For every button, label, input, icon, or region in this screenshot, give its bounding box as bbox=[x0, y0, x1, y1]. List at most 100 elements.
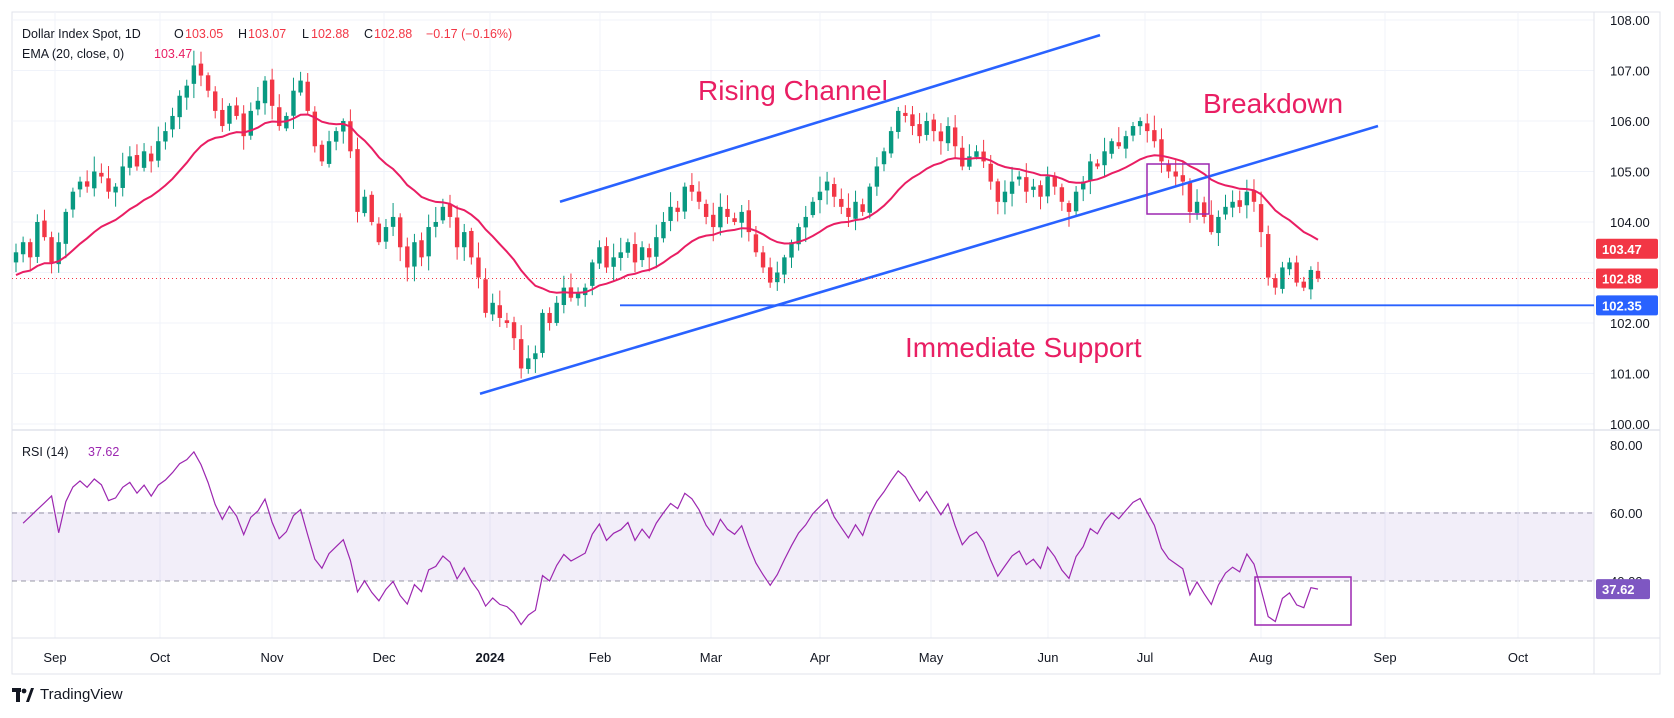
candle-body bbox=[362, 196, 367, 214]
candle-body bbox=[462, 232, 467, 248]
candle-body bbox=[554, 302, 559, 323]
price-label-box bbox=[1596, 295, 1658, 316]
candle-body bbox=[1173, 171, 1178, 177]
candle-body bbox=[241, 113, 246, 137]
annotation-immediate-support: Immediate Support bbox=[905, 332, 1142, 363]
trendlines[interactable] bbox=[479, 33, 1594, 395]
candle-body bbox=[910, 114, 915, 127]
candle-body bbox=[1251, 190, 1257, 202]
candle-body bbox=[654, 237, 659, 257]
candle-body bbox=[967, 156, 972, 167]
candle-body bbox=[853, 201, 858, 219]
time-tick-label: Oct bbox=[1508, 650, 1529, 665]
candle-body bbox=[63, 211, 69, 244]
ema-line bbox=[15, 113, 1319, 294]
candle-body bbox=[1073, 191, 1079, 212]
symbol-title: Dollar Index Spot, 1D bbox=[22, 27, 141, 41]
candle-body bbox=[896, 110, 901, 132]
candle-body bbox=[1237, 200, 1242, 207]
candle-body bbox=[255, 100, 261, 110]
candle-body bbox=[1130, 126, 1136, 136]
price-label-text: 102.35 bbox=[1602, 298, 1642, 313]
candle-body bbox=[227, 105, 232, 124]
time-axis[interactable]: Sep Oct Nov Dec 2024 Feb Mar Apr May Jun Jul Aug Sep… bbox=[43, 650, 1528, 665]
open-label: O bbox=[174, 27, 184, 41]
candle-body bbox=[35, 222, 40, 257]
price-label-text: 103.47 bbox=[1602, 242, 1642, 257]
candle-body bbox=[234, 105, 239, 116]
candle-body bbox=[718, 206, 723, 228]
close-label: C bbox=[364, 27, 373, 41]
candle-body bbox=[1123, 136, 1129, 149]
annotation-rising-channel: Rising Channel bbox=[698, 75, 888, 106]
price-label-box bbox=[1596, 238, 1658, 259]
candle-body bbox=[326, 141, 332, 164]
candle-body bbox=[319, 144, 325, 162]
candle-body bbox=[1223, 206, 1228, 215]
price-tick-label: 101.00 bbox=[1610, 367, 1650, 382]
candle-body bbox=[440, 206, 446, 221]
price-tick-label: 107.00 bbox=[1610, 64, 1650, 79]
candle-body bbox=[839, 198, 844, 207]
candle-body bbox=[903, 112, 908, 116]
annotation-breakdown: Breakdown bbox=[1203, 88, 1343, 119]
candle-body bbox=[1194, 201, 1200, 213]
candle-body bbox=[277, 107, 282, 127]
candle-body bbox=[120, 166, 125, 188]
candle-body bbox=[1230, 201, 1235, 208]
candle-body bbox=[1016, 176, 1022, 180]
candle-body bbox=[725, 208, 730, 217]
price-axis[interactable]: 108.00107.00106.00105.00104.00103.00102.… bbox=[1610, 13, 1650, 589]
candle-body bbox=[1180, 175, 1186, 182]
candle-body bbox=[888, 131, 894, 154]
price-tick-label: 106.00 bbox=[1610, 114, 1650, 129]
candle-body bbox=[56, 242, 61, 265]
candle-body bbox=[483, 279, 488, 313]
low-value: 102.88 bbox=[311, 27, 349, 41]
candle-body bbox=[945, 126, 951, 144]
candle-body bbox=[817, 191, 823, 201]
candle-body bbox=[1038, 185, 1043, 197]
rsi-line bbox=[22, 450, 1319, 626]
price-labels: 103.47 102.88 102.35 37.62 bbox=[12, 238, 1658, 600]
candle-body bbox=[341, 121, 346, 132]
price-label-box bbox=[1596, 268, 1658, 289]
candle-body bbox=[604, 246, 609, 268]
candle-body bbox=[597, 247, 602, 264]
candle-body bbox=[767, 267, 773, 283]
candle-body bbox=[1109, 141, 1114, 154]
tradingview-logo-icon bbox=[12, 687, 34, 702]
candle-body bbox=[127, 156, 133, 168]
rsi-label-text: 37.62 bbox=[1602, 582, 1635, 597]
candle-body bbox=[1152, 130, 1157, 142]
candle-body bbox=[348, 121, 353, 152]
candle-body bbox=[874, 166, 880, 187]
candle-body bbox=[28, 242, 33, 258]
candle-body bbox=[746, 210, 752, 233]
candle-body bbox=[561, 287, 567, 306]
candle-body bbox=[490, 302, 495, 315]
rsi-highlight-box bbox=[1254, 576, 1352, 626]
candle-body bbox=[469, 230, 474, 258]
rising-channel-upper-line bbox=[559, 33, 1101, 204]
price-tick-label: 100.00 bbox=[1610, 417, 1650, 432]
tradingview-logo[interactable]: TradingView bbox=[12, 686, 123, 703]
candle-body bbox=[1009, 181, 1015, 194]
candle-body bbox=[711, 214, 716, 228]
candle-body bbox=[988, 163, 993, 182]
rsi-legend-value: 37.62 bbox=[88, 445, 119, 459]
price-tick-label: 102.00 bbox=[1610, 316, 1650, 331]
candle-body bbox=[675, 207, 680, 212]
candle-body bbox=[881, 151, 887, 165]
candle-body bbox=[170, 115, 175, 130]
candle-body bbox=[931, 119, 937, 132]
ema-legend-label: EMA (20, close, 0) bbox=[22, 47, 124, 61]
time-tick-label: Jul bbox=[1137, 650, 1154, 665]
candle-body bbox=[291, 90, 296, 116]
candle-body bbox=[248, 110, 253, 136]
candle-body bbox=[13, 252, 19, 263]
candle-body bbox=[426, 227, 431, 257]
candle-body bbox=[497, 305, 503, 318]
candle-body bbox=[668, 206, 673, 221]
time-tick-label: Sep bbox=[1373, 650, 1396, 665]
